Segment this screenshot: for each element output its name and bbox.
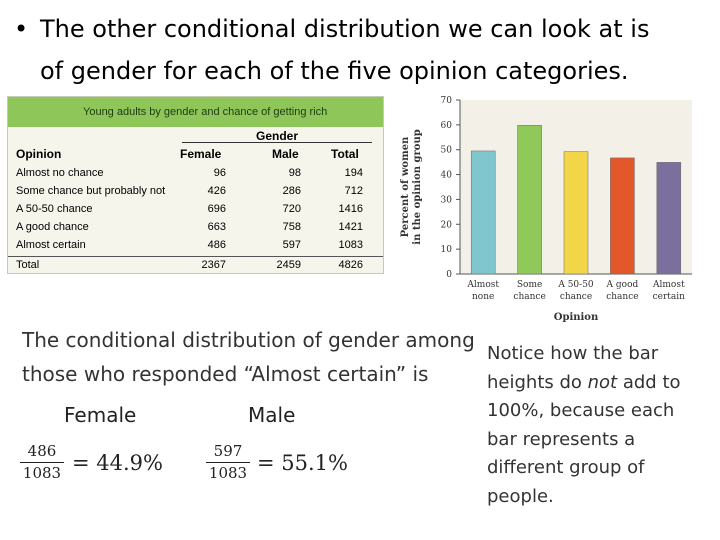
cell-male: 758 [282,221,301,233]
cell-opinion: Almost certain [16,239,86,251]
bar-chart: 0 10 20 30 40 50 60 70 Almost none Some chance A 50-… [396,90,696,330]
cell-total: 4826 [338,259,363,271]
y-tick-label: 30 [441,195,453,205]
x-tick-label: chance [606,292,638,302]
x-tick-label: chance [513,292,545,302]
x-tick-label: A 50-50 [557,280,594,290]
female-label: Female [64,403,137,427]
cell-opinion: Some chance but probably not [16,185,166,197]
y-tick-label: 70 [441,96,453,106]
male-numerator: 597 [213,442,243,460]
male-denominator: 1083 [208,464,248,482]
table-row: A 50-50 chance 696 720 1416 [8,201,383,217]
col-opinion: Opinion [16,147,62,161]
x-tick-label: A good [606,280,639,290]
col-male: Male [272,147,299,161]
female-denominator: 1083 [22,464,62,482]
table-row: Almost certain 486 597 1083 [8,237,383,253]
notice-emphasis: not [587,371,618,393]
cell-opinion: Almost no chance [16,167,104,179]
male-result: = 55.1% [257,451,348,475]
two-way-table: Young adults by gender and chance of get… [7,96,384,274]
male-label: Male [248,403,296,427]
y-tick-label: 50 [441,146,453,156]
bar [656,162,682,275]
bar [517,125,542,275]
col-female: Female [180,147,222,161]
cell-total: 1421 [338,221,363,233]
cell-female: 696 [207,203,226,215]
notice-text: Notice how the bar heights do not add to… [487,340,707,512]
table-row-total: Total 2367 2459 4826 [8,256,383,272]
x-tick-label: Some [517,280,542,290]
x-tick-label: certain [653,292,686,302]
table-heading: Young adults by gender and chance of get… [8,97,383,127]
cell-total: 194 [344,167,363,179]
title-line-2: of gender for each of the five opinion c… [40,57,629,85]
cell-male: 720 [282,203,301,215]
cell-female: 486 [207,239,226,251]
fraction-bar [206,462,250,463]
cell-male: 98 [288,167,301,179]
title-line-1: The other conditional distribution we ca… [40,15,650,43]
x-tick-label: none [472,292,494,302]
fraction-bar [20,462,64,463]
bar [610,157,635,275]
bar [470,150,496,275]
table-row: A good chance 663 758 1421 [8,219,383,235]
conditional-line-2: those who responded “Almost certain” is [22,362,429,386]
cell-opinion: A good chance [16,221,89,233]
male-fraction: 597 1083 [206,442,250,483]
x-axis-label: Opinion [554,312,599,323]
cell-total: 712 [344,185,363,197]
cell-female: 663 [207,221,226,233]
bullet: • [14,15,29,43]
cell-total: 1083 [338,239,363,251]
female-result: = 44.9% [72,451,163,475]
cell-female: 2367 [201,259,226,271]
bar-chart-svg: 0 10 20 30 40 50 60 70 Almost none Some chance A 50-… [400,96,692,323]
female-numerator: 486 [27,442,57,460]
y-tick-label: 20 [441,220,453,230]
notice-part-2: add to 100%, because each bar represents… [487,371,681,507]
cell-male: 2459 [276,259,301,271]
cell-female: 96 [213,167,226,179]
table-row: Some chance but probably not 426 286 712 [8,183,383,199]
notice-part-1: Notice how the bar heights do [487,343,659,393]
cell-total: 1416 [338,203,363,215]
col-total: Total [331,147,359,161]
x-tick-label: Almost [652,280,685,290]
table-row: Almost no chance 96 98 194 [8,165,383,181]
y-axis-label: in the opinion group [412,129,423,244]
y-tick-label: 10 [441,245,453,255]
y-tick-label: 60 [441,121,453,131]
cell-female: 426 [207,185,226,197]
x-tick-label: Almost [466,280,499,290]
female-fraction: 486 1083 [20,442,64,483]
x-tick-label: chance [560,292,592,302]
conditional-line-1: The conditional distribution of gender a… [22,328,475,352]
bar [563,151,589,275]
gender-header: Gender [182,129,372,143]
cell-male: 286 [282,185,301,197]
cell-opinion: Total [16,259,40,271]
y-tick-label: 40 [441,171,453,181]
cell-male: 597 [282,239,301,251]
conditional-text: The conditional distribution of gender a… [22,323,482,391]
y-axis-label: Percent of women [400,136,411,237]
cell-opinion: A 50-50 chance [16,203,93,215]
y-tick-label: 0 [446,270,452,280]
